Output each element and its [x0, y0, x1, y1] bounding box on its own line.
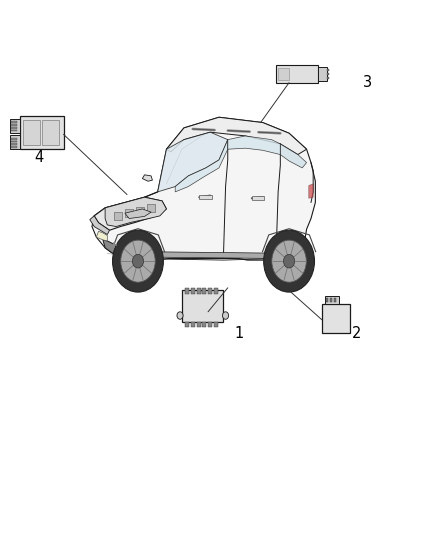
Bar [327, 77, 329, 79]
Polygon shape [125, 209, 151, 219]
Bar [326, 297, 328, 302]
Bar [11, 130, 17, 131]
Circle shape [177, 312, 183, 319]
Bar [114, 212, 122, 220]
FancyBboxPatch shape [10, 119, 20, 133]
Circle shape [283, 254, 295, 268]
Bar [11, 122, 17, 123]
Bar [327, 69, 329, 71]
Bar [334, 297, 336, 302]
Bar [214, 322, 218, 327]
Polygon shape [90, 216, 110, 235]
Bar [125, 209, 133, 217]
FancyBboxPatch shape [318, 67, 327, 81]
Polygon shape [309, 184, 313, 198]
Bar [197, 322, 201, 327]
Text: 4: 4 [35, 150, 44, 165]
Circle shape [113, 230, 163, 292]
Bar [185, 322, 189, 327]
Polygon shape [228, 136, 280, 155]
Polygon shape [142, 175, 152, 181]
Polygon shape [175, 140, 228, 192]
Polygon shape [158, 132, 228, 192]
Bar [23, 120, 40, 146]
Bar [330, 297, 332, 302]
Bar [208, 288, 212, 294]
Bar [191, 288, 195, 294]
Bar [199, 195, 212, 199]
Text: 1: 1 [234, 326, 244, 341]
Bar [11, 146, 17, 148]
FancyBboxPatch shape [182, 290, 223, 322]
FancyBboxPatch shape [325, 296, 339, 304]
Bar [11, 127, 17, 128]
Polygon shape [92, 117, 315, 260]
Circle shape [264, 230, 314, 292]
Polygon shape [166, 117, 307, 155]
Bar [214, 288, 218, 294]
Bar [208, 322, 212, 327]
Bar [191, 322, 195, 327]
Bar [327, 73, 329, 75]
Polygon shape [280, 144, 307, 168]
Polygon shape [96, 231, 107, 241]
Bar [185, 288, 189, 294]
Text: 3: 3 [364, 75, 372, 90]
Polygon shape [103, 240, 120, 257]
Bar [11, 124, 17, 126]
Bar [202, 322, 206, 327]
FancyBboxPatch shape [20, 116, 64, 149]
Bar [278, 68, 289, 80]
Bar [136, 207, 144, 214]
Circle shape [223, 312, 229, 319]
Polygon shape [94, 197, 166, 230]
Bar [42, 120, 59, 146]
Bar [11, 143, 17, 145]
Polygon shape [134, 252, 276, 259]
FancyBboxPatch shape [322, 304, 350, 333]
Circle shape [121, 240, 155, 282]
Text: 2: 2 [352, 326, 362, 341]
Bar [252, 196, 264, 200]
FancyBboxPatch shape [10, 135, 20, 149]
Circle shape [272, 240, 306, 282]
Bar [147, 204, 155, 212]
Bar [11, 138, 17, 140]
Bar [11, 141, 17, 142]
Bar [197, 288, 201, 294]
Bar [202, 288, 206, 294]
FancyBboxPatch shape [276, 65, 318, 83]
Polygon shape [105, 197, 166, 227]
Circle shape [132, 254, 144, 268]
